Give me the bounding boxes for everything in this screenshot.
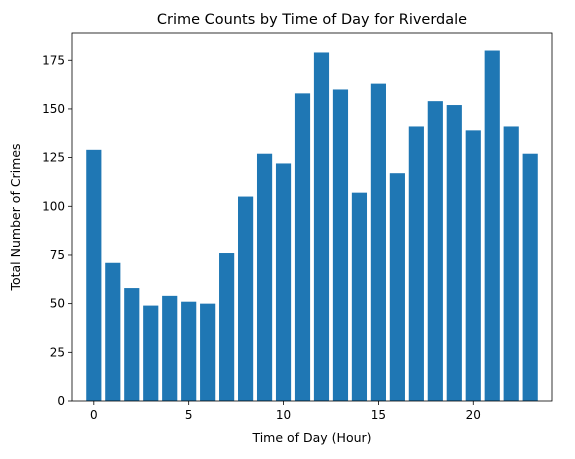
bar-hour-16 — [389, 173, 405, 401]
y-axis-label: Total Number of Crimes — [8, 143, 23, 291]
bar-hour-2 — [124, 288, 140, 401]
bar-hour-23 — [522, 153, 538, 401]
bar-hour-7 — [219, 253, 235, 401]
bar-hour-15 — [370, 83, 386, 402]
y-tick-label: 175 — [42, 53, 65, 67]
x-axis-ticks: 0 5 10 15 20 — [90, 401, 481, 422]
x-tick-label: 15 — [371, 408, 386, 422]
x-tick-label: 20 — [466, 408, 481, 422]
bar-hour-13 — [332, 89, 349, 401]
y-tick-label: 100 — [42, 199, 65, 213]
bar-hour-1 — [105, 262, 121, 401]
y-tick-label: 75 — [50, 248, 65, 262]
bar-hour-22 — [503, 126, 519, 401]
y-axis-ticks: 0 25 50 75 100 125 150 175 — [42, 53, 72, 408]
bar-hour-18 — [427, 101, 443, 402]
y-tick-label: 150 — [42, 102, 65, 116]
bar-hour-20 — [465, 130, 481, 401]
bar-hour-6 — [200, 303, 216, 401]
bar-hour-12 — [313, 52, 330, 402]
y-tick-label: 25 — [50, 345, 65, 359]
bar-hour-14 — [351, 192, 368, 401]
chart-title: Crime Counts by Time of Day for Riverdal… — [157, 12, 467, 28]
bar-hour-4 — [162, 295, 178, 401]
x-tick-label: 10 — [276, 408, 291, 422]
x-tick-label: 5 — [185, 408, 193, 422]
bar-hour-0 — [86, 149, 102, 401]
bar-hour-10 — [275, 163, 292, 401]
y-tick-label: 125 — [42, 151, 65, 165]
plot-frame — [71, 32, 553, 402]
bar-hour-8 — [238, 196, 254, 401]
bar-hour-11 — [294, 93, 311, 401]
x-tick-label: 0 — [90, 408, 98, 422]
bar-hour-3 — [143, 305, 159, 401]
y-tick-label: 0 — [57, 394, 65, 408]
bar-hour-19 — [446, 105, 462, 401]
y-tick-label: 50 — [50, 297, 65, 311]
bars-group — [86, 50, 538, 402]
x-axis-label: Time of Day (Hour) — [251, 430, 371, 445]
bar-hour-17 — [408, 126, 424, 401]
bar-hour-21 — [484, 50, 500, 402]
bar-hour-5 — [181, 301, 197, 401]
bar-hour-9 — [256, 153, 273, 401]
